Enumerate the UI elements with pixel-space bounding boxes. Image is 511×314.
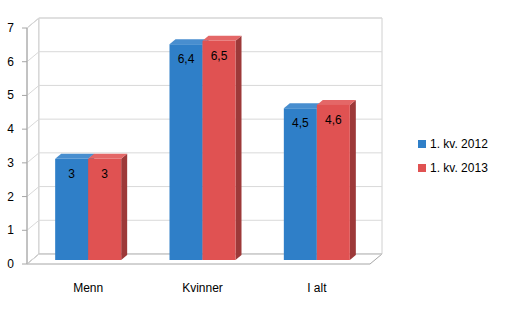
- bar: [88, 154, 127, 260]
- data-label: 3: [68, 167, 75, 181]
- y-tick: [22, 264, 27, 265]
- grid: [22, 18, 382, 264]
- data-labels: 3 6,4 4,5 3 6,5 4,6: [68, 49, 342, 181]
- y-tick-label: 4: [7, 122, 14, 136]
- y-tick: [22, 95, 27, 96]
- bar-front: [203, 41, 236, 260]
- bar-top: [55, 154, 94, 159]
- bar: [317, 100, 356, 260]
- y-tick-label: 0: [7, 257, 14, 271]
- y-axis-line: [27, 28, 28, 264]
- bar-top: [88, 154, 127, 159]
- grid-line: [27, 18, 382, 28]
- bar-front: [55, 159, 88, 260]
- bar-front: [284, 108, 317, 260]
- x-tick-label: I alt: [307, 281, 327, 295]
- y-tick-label: 7: [7, 21, 14, 35]
- y-tick: [22, 129, 27, 130]
- legend-swatch: [418, 140, 426, 148]
- bar-front: [170, 44, 203, 260]
- y-tick: [22, 196, 27, 197]
- data-label: 6,5: [211, 49, 228, 63]
- x-tick-label: Menn: [73, 281, 103, 295]
- y-tick: [22, 162, 27, 163]
- bar-top: [203, 36, 242, 41]
- chart-svg: 0 1 2 3 4 5 6 7 3 6,4 4,5 3 6,5 4,6 Menn Kvinner I alt 1.…: [0, 0, 511, 314]
- y-tick: [22, 28, 27, 29]
- legend: 1. kv. 2012 1. kv. 2013: [418, 137, 488, 175]
- legend-swatch: [418, 164, 426, 172]
- bar-side: [121, 154, 127, 260]
- x-tick-label: Kvinner: [182, 281, 223, 295]
- y-tick: [22, 61, 27, 62]
- y-tick: [22, 230, 27, 231]
- bar-top: [317, 100, 356, 105]
- bar-front: [88, 159, 121, 260]
- y-tick-label: 2: [7, 190, 14, 204]
- data-label: 4,6: [325, 113, 342, 127]
- y-tick-label: 1: [7, 223, 14, 237]
- legend-label: 1. kv. 2012: [430, 137, 488, 151]
- chart-container: 0 1 2 3 4 5 6 7 3 6,4 4,5 3 6,5 4,6 Menn Kvinner I alt 1.…: [0, 0, 511, 314]
- y-tick-label: 6: [7, 55, 14, 69]
- y-tick-label: 3: [7, 156, 14, 170]
- bar-side: [236, 36, 242, 260]
- bars: [55, 36, 356, 260]
- legend-label: 1. kv. 2013: [430, 161, 488, 175]
- data-label: 4,5: [292, 116, 309, 130]
- y-tick-label: 5: [7, 88, 14, 102]
- walls: [27, 18, 382, 264]
- bar: [203, 36, 242, 260]
- data-label: 3: [101, 167, 108, 181]
- side-wall: [27, 18, 39, 264]
- bar-front: [317, 105, 350, 260]
- data-label: 6,4: [178, 52, 195, 66]
- bar-side: [350, 100, 356, 260]
